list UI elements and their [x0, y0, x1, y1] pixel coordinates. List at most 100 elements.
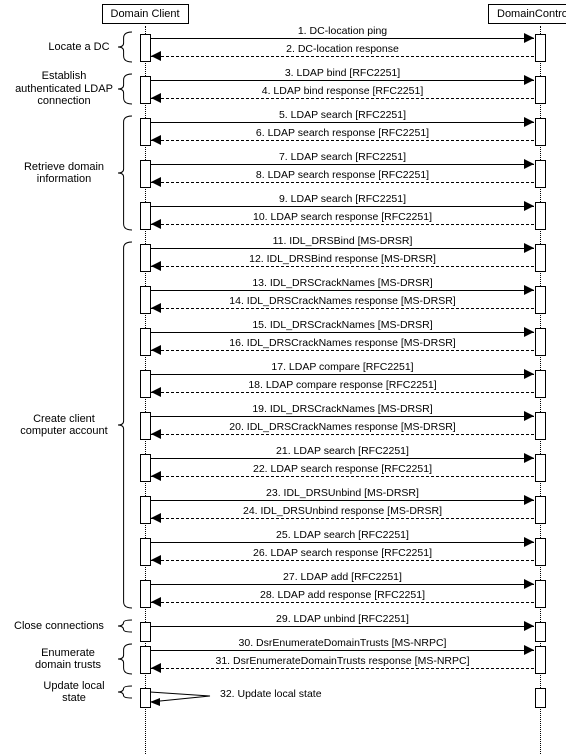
response-arrow	[151, 560, 534, 561]
request-arrow	[151, 542, 534, 543]
activation-bar	[535, 118, 546, 146]
response-arrow	[151, 140, 534, 141]
activation-bar	[140, 370, 151, 398]
response-arrow	[151, 56, 534, 57]
activation-bar	[140, 286, 151, 314]
phase-brace	[118, 32, 136, 62]
request-arrow	[151, 248, 534, 249]
request-arrow	[151, 584, 534, 585]
response-arrow	[151, 224, 534, 225]
response-arrow	[151, 350, 534, 351]
message-label: 19. IDL_DRSCrackNames [MS-DRSR]	[151, 403, 534, 415]
message-label: 1. DC-location ping	[151, 25, 534, 37]
request-arrow	[151, 206, 534, 207]
activation-bar	[535, 76, 546, 104]
participant-box: Domain Client	[102, 4, 189, 24]
message-label: 2. DC-location response	[151, 43, 534, 55]
message-label: 3. LDAP bind [RFC2251]	[151, 67, 534, 79]
response-arrow	[151, 392, 534, 393]
request-arrow	[151, 80, 534, 81]
message-label: 16. IDL_DRSCrackNames response [MS-DRSR]	[151, 337, 534, 349]
activation-bar	[140, 538, 151, 566]
message-label: 25. LDAP search [RFC2251]	[151, 529, 534, 541]
activation-bar	[535, 160, 546, 188]
message-label: 5. LDAP search [RFC2251]	[151, 109, 534, 121]
message-label: 9. LDAP search [RFC2251]	[151, 193, 534, 205]
request-arrow	[151, 500, 534, 501]
activation-bar	[535, 646, 546, 674]
message-label: 6. LDAP search response [RFC2251]	[151, 127, 534, 139]
request-arrow	[151, 290, 534, 291]
phase-brace	[118, 74, 136, 104]
message-label: 7. LDAP search [RFC2251]	[151, 151, 534, 163]
request-arrow	[151, 626, 534, 627]
activation-bar	[535, 412, 546, 440]
activation-bar	[140, 646, 151, 674]
phase-brace	[118, 242, 136, 608]
message-label: 27. LDAP add [RFC2251]	[151, 571, 534, 583]
message-label: 11. IDL_DRSBind [MS-DRSR]	[151, 235, 534, 247]
phase-brace	[118, 644, 136, 674]
request-arrow	[151, 332, 534, 333]
self-message-arrow	[150, 690, 220, 708]
response-arrow	[151, 518, 534, 519]
message-label: 12. IDL_DRSBind response [MS-DRSR]	[151, 253, 534, 265]
activation-bar	[140, 328, 151, 356]
activation-bar	[535, 202, 546, 230]
phase-brace	[118, 620, 136, 632]
message-label: 21. LDAP search [RFC2251]	[151, 445, 534, 457]
message-label: 13. IDL_DRSCrackNames [MS-DRSR]	[151, 277, 534, 289]
message-label: 8. LDAP search response [RFC2251]	[151, 169, 534, 181]
message-label: 17. LDAP compare [RFC2251]	[151, 361, 534, 373]
phase-label: Create client computer account	[14, 413, 114, 438]
response-arrow	[151, 434, 534, 435]
message-label: 24. IDL_DRSUnbind response [MS-DRSR]	[151, 505, 534, 517]
request-arrow	[151, 416, 534, 417]
activation-bar	[140, 34, 151, 62]
activation-bar	[535, 370, 546, 398]
activation-bar	[140, 580, 151, 608]
phase-brace	[118, 686, 136, 698]
response-arrow	[151, 668, 534, 669]
activation-bar	[535, 538, 546, 566]
response-arrow	[151, 266, 534, 267]
request-arrow	[151, 458, 534, 459]
response-arrow	[151, 98, 534, 99]
activation-bar	[140, 496, 151, 524]
activation-bar	[535, 496, 546, 524]
message-label: 20. IDL_DRSCrackNames response [MS-DRSR]	[151, 421, 534, 433]
activation-bar	[535, 688, 546, 708]
message-label: 28. LDAP add response [RFC2251]	[151, 589, 534, 601]
activation-bar	[535, 454, 546, 482]
activation-bar	[535, 286, 546, 314]
request-arrow	[151, 122, 534, 123]
message-label: 30. DsrEnumerateDomainTrusts [MS-NRPC]	[151, 637, 534, 649]
activation-bar	[535, 580, 546, 608]
response-arrow	[151, 182, 534, 183]
message-label: 4. LDAP bind response [RFC2251]	[151, 85, 534, 97]
message-label: 26. LDAP search response [RFC2251]	[151, 547, 534, 559]
phase-label: Update local state	[34, 680, 114, 705]
activation-bar	[535, 328, 546, 356]
activation-bar	[535, 244, 546, 272]
message-label: 18. LDAP compare response [RFC2251]	[151, 379, 534, 391]
message-label: 22. LDAP search response [RFC2251]	[151, 463, 534, 475]
message-label: 14. IDL_DRSCrackNames response [MS-DRSR]	[151, 295, 534, 307]
message-label: 32. Update local state	[220, 688, 535, 700]
request-arrow	[151, 650, 534, 651]
response-arrow	[151, 602, 534, 603]
activation-bar	[535, 34, 546, 62]
request-arrow	[151, 374, 534, 375]
activation-bar	[140, 202, 151, 230]
activation-bar	[140, 160, 151, 188]
activation-bar	[140, 244, 151, 272]
activation-bar	[140, 118, 151, 146]
phase-label: Enumerate domain trusts	[22, 647, 114, 672]
phase-brace	[118, 116, 136, 230]
phase-label: Retrieve domain information	[14, 161, 114, 186]
activation-bar	[535, 622, 546, 642]
phase-label: Locate a DC	[44, 41, 114, 54]
message-label: 10. LDAP search response [RFC2251]	[151, 211, 534, 223]
request-arrow	[151, 38, 534, 39]
participant-box: DomainController	[488, 4, 566, 24]
